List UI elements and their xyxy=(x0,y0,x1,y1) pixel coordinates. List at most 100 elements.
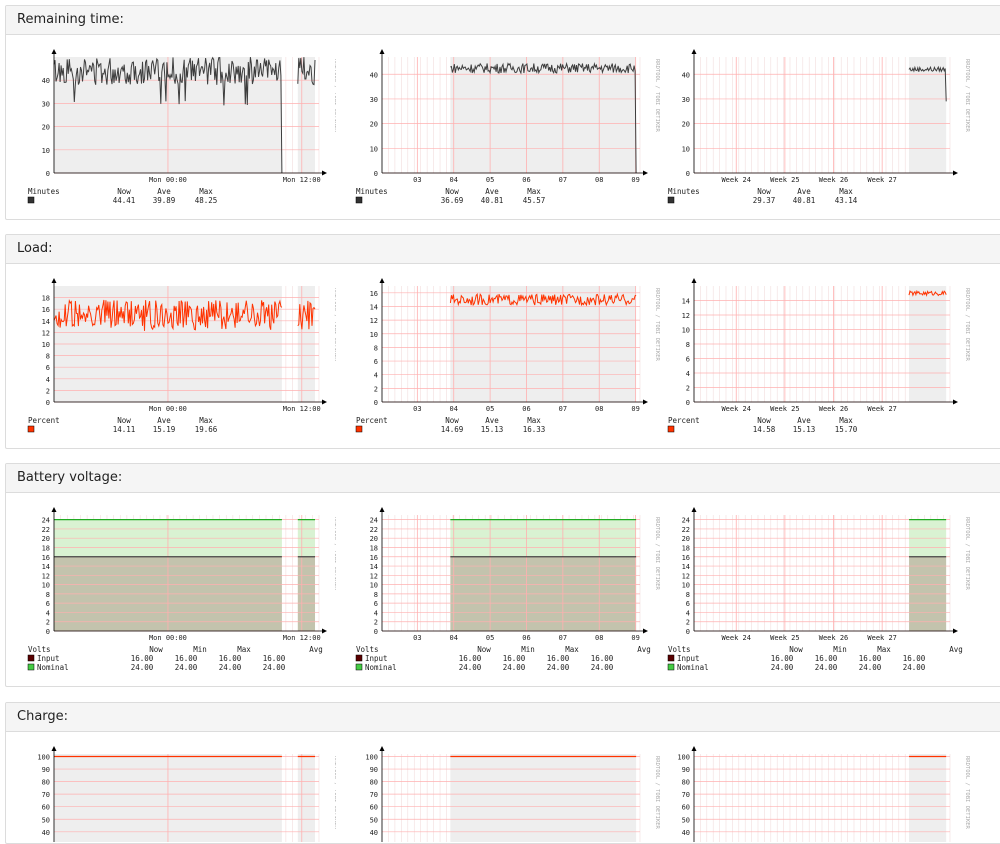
legend-value: 15.70 xyxy=(835,425,858,434)
x-axis-arrow xyxy=(322,628,327,634)
legend-value: 16.00 xyxy=(859,654,882,663)
x-tick-label: 03 xyxy=(413,405,421,413)
y-tick-label: 0 xyxy=(374,399,378,407)
y-tick-label: 8 xyxy=(374,591,378,599)
legend-swatch xyxy=(355,425,363,433)
legend-value: 16.00 xyxy=(815,654,838,663)
y-tick-label: 12 xyxy=(682,572,690,580)
y-tick-label: 60 xyxy=(682,804,690,812)
y-tick-label: 18 xyxy=(42,295,50,303)
x-tick-label: Week 26 xyxy=(819,634,849,642)
y-tick-label: 0 xyxy=(686,170,690,178)
y-tick-label: 10 xyxy=(42,147,50,155)
x-tick-label: 03 xyxy=(413,634,421,642)
legend-value: 24.00 xyxy=(459,663,482,672)
x-axis-arrow xyxy=(322,170,327,176)
legend-value: 14.58 xyxy=(753,425,776,434)
legend-series-label: Nominal xyxy=(365,663,397,672)
legend-header: Avg xyxy=(309,645,323,654)
legend-value: 15.19 xyxy=(153,425,176,434)
legend-swatch xyxy=(27,196,35,204)
legend-header: Avg xyxy=(637,645,651,654)
y-tick-label: 14 xyxy=(682,298,690,306)
y-axis-arrow xyxy=(51,746,57,751)
y-tick-label: 0 xyxy=(46,399,50,407)
x-tick-label: Mon 12:00 xyxy=(283,405,321,413)
legend-value: 24.00 xyxy=(771,663,794,672)
legend-value: 24.00 xyxy=(503,663,526,672)
y-tick-label: 40 xyxy=(370,71,378,79)
panel-title: Battery voltage: xyxy=(6,464,1000,493)
y-tick-label: 100 xyxy=(37,754,50,762)
legend-swatch xyxy=(667,654,675,662)
legend-value: 16.33 xyxy=(523,425,546,434)
y-tick-label: 0 xyxy=(374,170,378,178)
y-tick-label: 8 xyxy=(374,344,378,352)
watermark: RRDTOOL / TOBI OETIKER xyxy=(964,59,970,133)
y-tick-label: 16 xyxy=(42,306,50,314)
panel-title: Charge: xyxy=(6,703,1000,732)
series-line xyxy=(449,292,637,307)
legend-header: Min xyxy=(521,645,535,654)
y-tick-label: 16 xyxy=(42,554,50,562)
watermark: RRDTOOL / TOBI OETIKER xyxy=(964,517,970,591)
y-tick-label: 4 xyxy=(686,609,690,617)
data-coverage-area xyxy=(450,286,637,402)
legend-value: 16.00 xyxy=(771,654,794,663)
legend-swatch xyxy=(667,196,675,204)
y-tick-label: 2 xyxy=(374,385,378,393)
y-tick-label: 14 xyxy=(42,318,50,326)
legend-value: 24.00 xyxy=(263,663,286,672)
y-tick-label: 30 xyxy=(682,96,690,104)
y-tick-label: 0 xyxy=(686,399,690,407)
data-coverage-area xyxy=(297,754,316,842)
y-tick-label: 16 xyxy=(370,290,378,298)
y-tick-label: 90 xyxy=(370,766,378,774)
y-tick-label: 70 xyxy=(682,791,690,799)
legend-series-label: Nominal xyxy=(677,663,709,672)
y-tick-label: 10 xyxy=(370,145,378,153)
y-tick-label: 18 xyxy=(370,544,378,552)
legend-unit: Volts xyxy=(668,645,691,654)
legend-header: Max xyxy=(527,416,541,425)
legend-swatch xyxy=(27,663,35,671)
legend-value: 29.37 xyxy=(753,196,776,205)
x-axis-arrow xyxy=(953,628,958,634)
watermark: RRDTOOL / TOBI OETIKER xyxy=(964,756,970,830)
x-tick-label: Week 24 xyxy=(721,634,751,642)
remaining-day-chart: 0 10 20 30 40 Mon 00:00 Mon 12:00 RRDTOOL / TOB… xyxy=(27,49,336,205)
y-tick-label: 6 xyxy=(686,356,690,364)
load-month-chart: 0 2 4 6 8 10 12 14 Week 24 Week 25 Week 26 Week 27 R… xyxy=(667,278,970,434)
legend-value: 14.69 xyxy=(441,425,464,434)
x-tick-label: 07 xyxy=(559,405,567,413)
charge-month-chart: 40 50 60 70 80 90 100 RRDTOOL / TOBI OETIKER xyxy=(677,746,970,842)
y-tick-label: 10 xyxy=(42,341,50,349)
watermark: RRDTOOL / TOBI OETIKER xyxy=(654,756,660,830)
y-tick-label: 80 xyxy=(682,779,690,787)
legend-swatch xyxy=(667,425,675,433)
remaining-week-chart: 0 10 20 30 40 03 04 05 06 07 08 09 RRDTOOL / TOBI OE… xyxy=(355,49,660,205)
legend-header: Ave xyxy=(485,187,499,196)
y-tick-label: 2 xyxy=(686,619,690,627)
y-tick-label: 40 xyxy=(370,829,378,837)
legend-header: Now xyxy=(445,187,459,196)
legend-value: 24.00 xyxy=(131,663,154,672)
legend-header: Now xyxy=(789,645,803,654)
y-tick-label: 40 xyxy=(42,829,50,837)
x-tick-label: 09 xyxy=(631,176,639,184)
x-tick-label: Week 25 xyxy=(770,176,800,184)
x-tick-label: 08 xyxy=(595,634,603,642)
x-tick-label: 09 xyxy=(631,634,639,642)
y-tick-label: 4 xyxy=(46,609,50,617)
y-tick-label: 12 xyxy=(370,317,378,325)
legend-value: 36.69 xyxy=(441,196,464,205)
x-axis-arrow xyxy=(953,170,958,176)
y-tick-label: 20 xyxy=(682,535,690,543)
legend-swatch xyxy=(355,663,363,671)
y-tick-label: 20 xyxy=(370,121,378,129)
y-tick-label: 20 xyxy=(682,121,690,129)
data-coverage-area xyxy=(909,57,947,173)
legend-value: 16.00 xyxy=(503,654,526,663)
